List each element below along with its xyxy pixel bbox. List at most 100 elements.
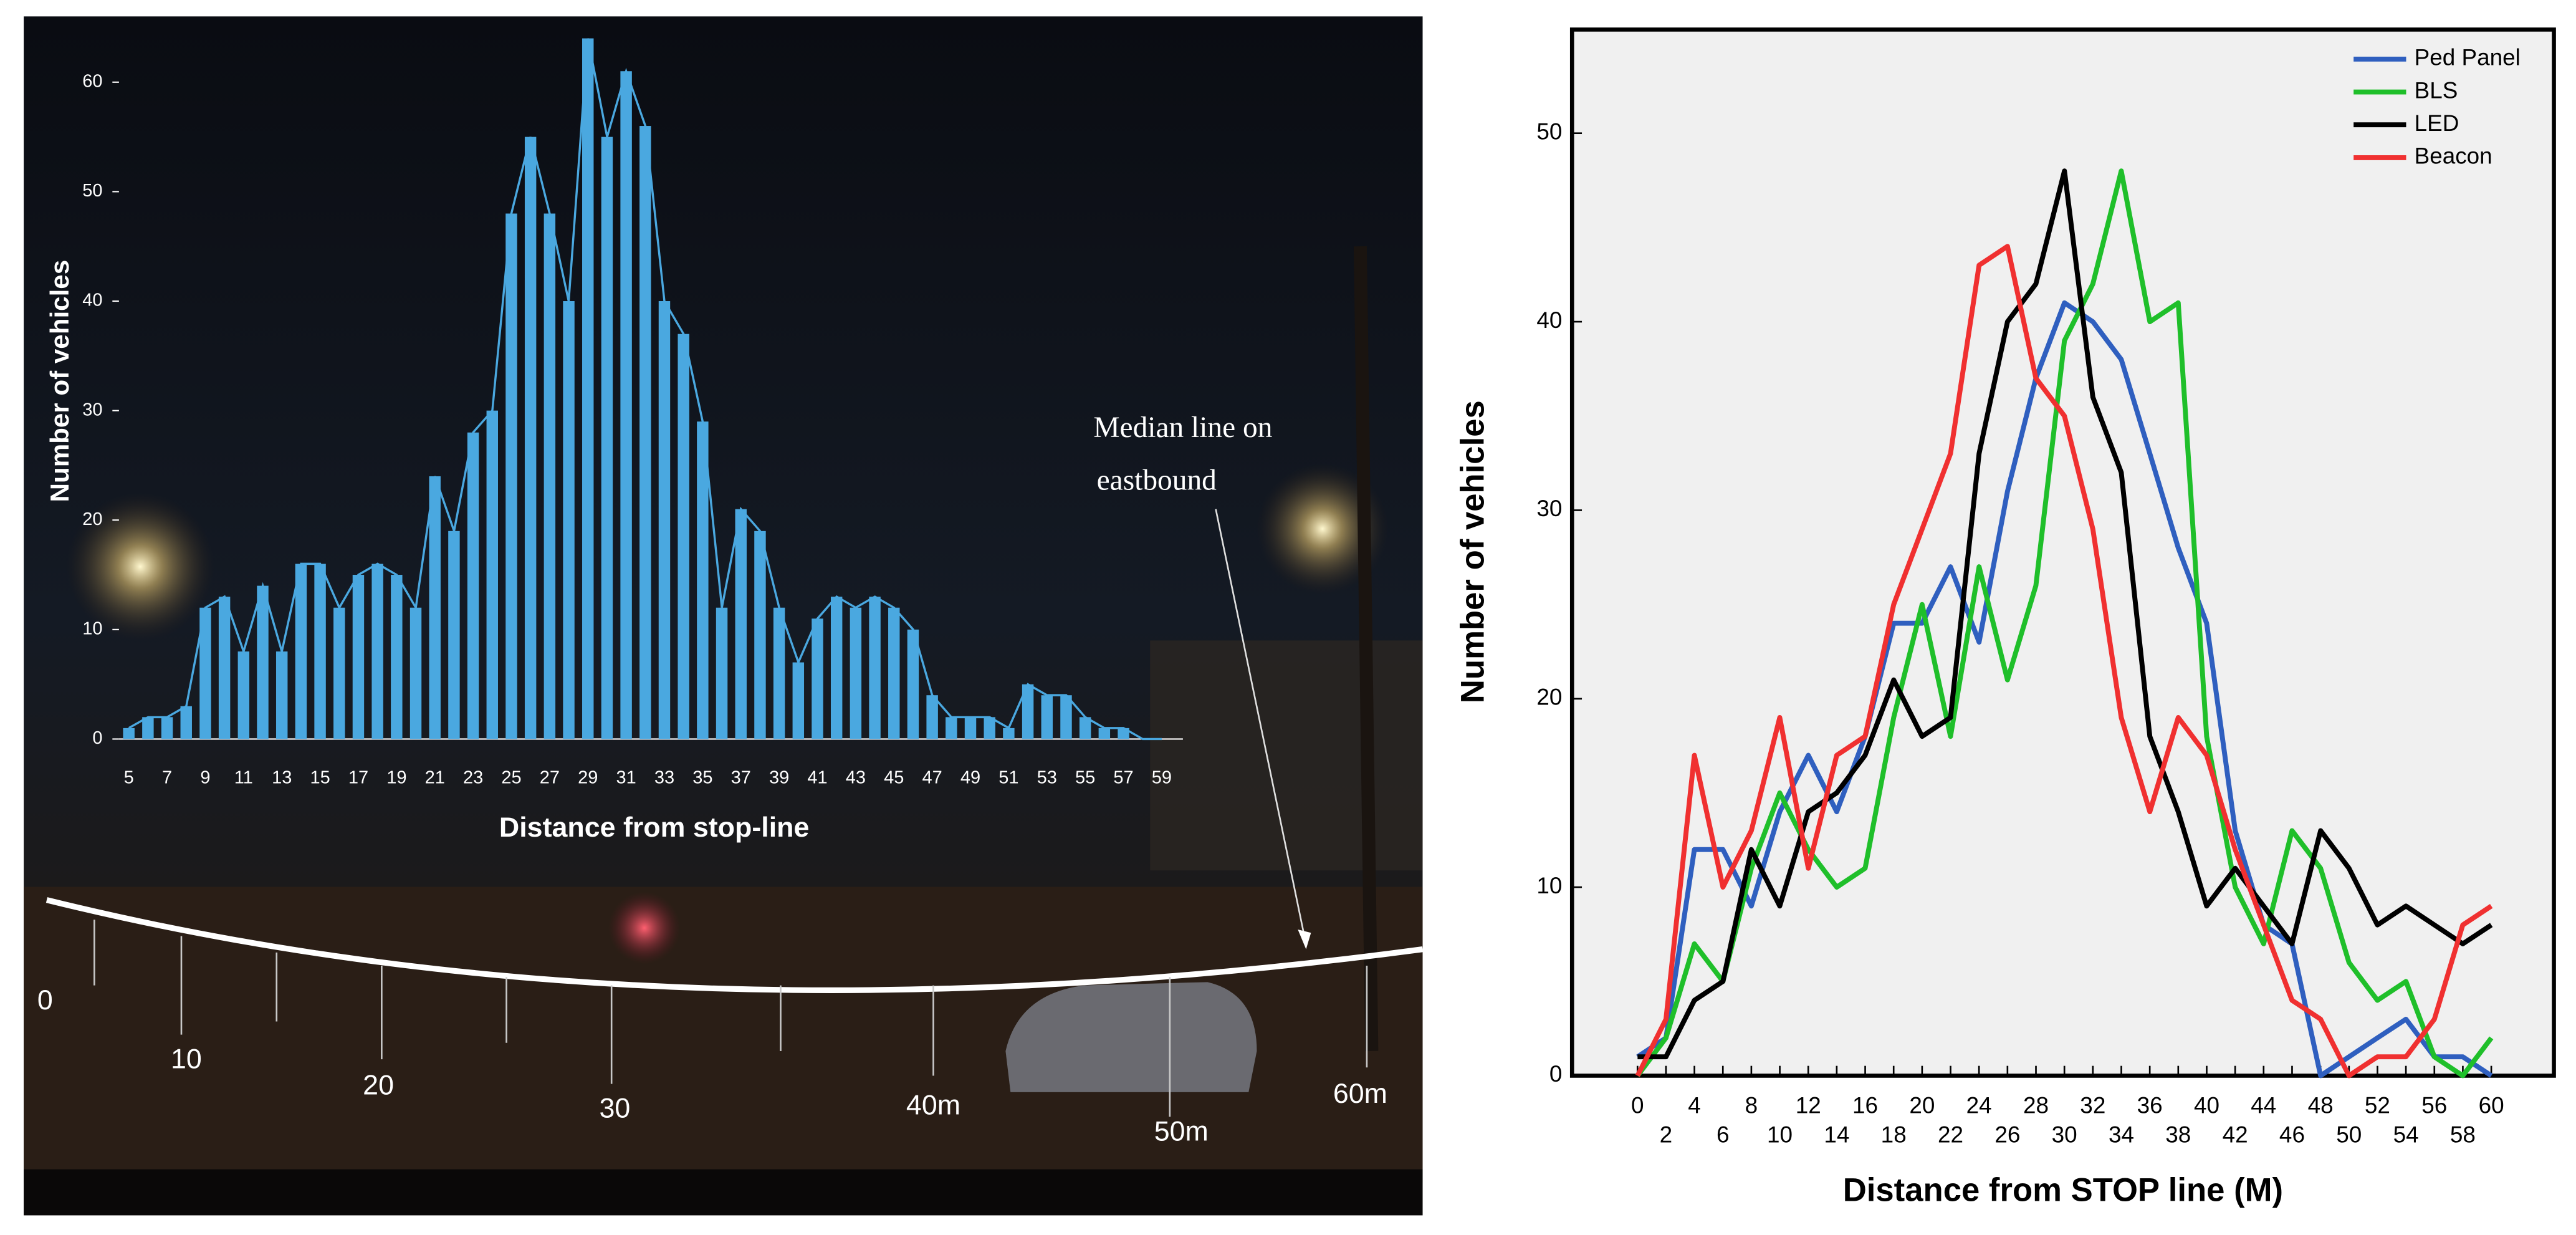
x-tick-label: 27 [540,767,560,787]
y-tick-label: 0 [1549,1061,1563,1087]
bar [678,334,689,739]
x-tick-label: 24 [1966,1092,1992,1118]
distance-mark: 10 [171,1044,202,1075]
y-tick-label: 30 [1536,496,1562,521]
y-tick-label: 30 [82,400,102,420]
x-tick-label: 52 [2365,1092,2390,1118]
bar [773,607,785,739]
x-tick-label: 28 [2023,1092,2049,1118]
x-tick-label: 36 [2137,1092,2163,1118]
bar [754,531,766,739]
x-tick-label: 42 [2223,1122,2248,1148]
x-tick-label: 45 [884,767,904,787]
bar [257,585,269,739]
x-tick-label: 32 [2080,1092,2105,1118]
x-tick-label: 8 [1745,1092,1758,1118]
distance-mark: 30 [600,1093,631,1124]
bar [237,651,250,739]
y-tick-label: 0 [92,728,102,748]
distance-mark: 60m [1333,1078,1387,1109]
x-tick-label: 14 [1824,1122,1849,1148]
distance-mark: 0 [37,984,53,1016]
bar [180,706,192,739]
y-tick-label: 20 [1536,685,1562,710]
x-axis-title: Distance from stop-line [499,812,809,843]
x-tick-label: 53 [1037,767,1057,787]
x-tick-label: 59 [1152,767,1172,787]
x-tick-label: 15 [310,767,330,787]
x-tick-label: 39 [769,767,789,787]
x-tick-label: 19 [386,767,406,787]
x-tick-label: 29 [578,767,598,787]
x-tick-label: 17 [348,767,368,787]
bar [295,564,307,739]
bar [1022,684,1034,739]
x-tick-label: 16 [1852,1092,1878,1118]
bar [907,629,919,739]
bar [409,607,422,739]
x-tick-label: 35 [692,767,712,787]
x-tick-label: 38 [2165,1122,2191,1148]
bar [639,126,651,739]
legend-label: LED [2415,110,2459,136]
y-tick-label: 40 [1536,307,1562,333]
bar [505,213,517,739]
bar [582,38,594,739]
distance-mark: 40m [906,1089,960,1120]
series-line [1635,168,2494,1079]
x-tick-label: 23 [463,767,483,787]
x-tick-label: 0 [1631,1092,1644,1118]
x-tick-label: 44 [2251,1092,2276,1118]
legend-label: BLS [2415,77,2458,103]
x-tick-label: 43 [846,767,866,787]
bar [716,607,728,739]
x-tick-label: 49 [960,767,980,787]
bar [792,662,805,739]
bar [371,564,383,739]
x-tick-label: 13 [272,767,292,787]
bar [1041,695,1053,739]
x-tick-label: 25 [501,767,521,787]
bar [1098,728,1111,739]
y-tick-label: 50 [1536,118,1562,144]
photo [24,16,1424,1216]
bar [486,410,499,739]
bar [735,509,747,739]
x-tick-label: 40 [2194,1092,2219,1118]
bar [448,531,460,739]
bar [563,301,575,739]
bar [888,607,900,739]
x-tick-label: 48 [2308,1092,2334,1118]
trend-line [128,38,1162,741]
x-tick-label: 20 [1909,1092,1935,1118]
x-tick-label: 18 [1881,1122,1907,1148]
bar [869,597,881,739]
x-tick-label: 10 [1767,1122,1793,1148]
y-tick-label: 20 [82,509,102,529]
x-tick-label: 46 [2279,1122,2305,1148]
plot-area [1569,27,2556,1078]
bar [218,597,231,739]
line-chart: 0102030405002468101214161820222426283032… [1455,27,2556,1208]
bar [161,717,173,739]
bar [850,607,862,739]
x-tick-label: 37 [731,767,751,787]
series-line [1637,168,2493,1060]
bar [620,71,632,739]
y-axis-title: Number of vehicles [45,260,74,502]
bar [352,575,365,739]
distance-mark: 20 [363,1070,394,1101]
x-tick-label: 7 [162,767,172,787]
x-tick-label: 31 [616,767,636,787]
bar [142,717,154,739]
series-line [1635,244,2493,1079]
annotation: eastbound [1097,464,1217,496]
bar [391,575,403,739]
bar [984,717,995,739]
bar [333,607,345,739]
x-tick-label: 33 [654,767,674,787]
x-tick-label: 57 [1113,767,1133,787]
x-tick-label: 11 [234,767,253,787]
